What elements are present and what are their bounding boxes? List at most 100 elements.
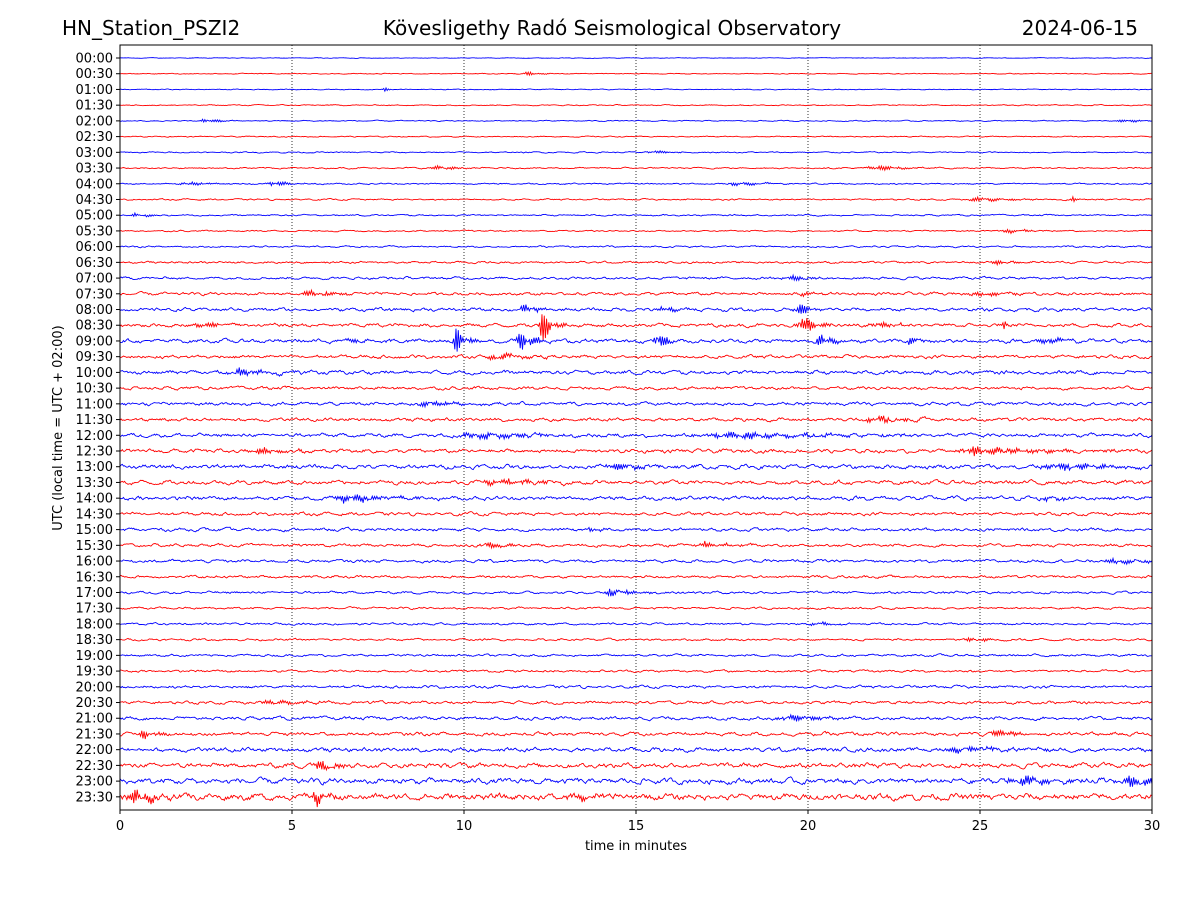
trace-row-0600	[119, 245, 1153, 249]
row-label: 22:00	[76, 743, 113, 758]
row-label: 13:30	[76, 476, 113, 491]
trace-row-0430	[119, 195, 1153, 204]
row-label: 23:30	[76, 790, 113, 805]
trace-row-2200	[119, 745, 1153, 754]
trace-row-2300	[119, 775, 1153, 787]
x-tick-label: 5	[288, 819, 296, 834]
row-label: 20:00	[76, 680, 113, 695]
trace-row-0030	[119, 70, 1153, 77]
row-label: 05:30	[76, 224, 113, 239]
trace-row-1200	[119, 430, 1153, 441]
trace-row-0930	[119, 351, 1153, 362]
row-label: 17:00	[76, 586, 113, 601]
row-label: 02:30	[76, 130, 113, 145]
row-label: 02:00	[76, 114, 113, 129]
row-label: 00:30	[76, 67, 113, 82]
trace-row-0400	[119, 180, 1153, 187]
row-label: 08:00	[76, 303, 113, 318]
trace-row-2130	[119, 728, 1153, 740]
trace-row-1100	[119, 399, 1153, 409]
trace-row-0300	[119, 149, 1153, 154]
trace-row-0200	[119, 118, 1153, 124]
trace-row-0900	[119, 328, 1153, 352]
x-tick-label: 10	[456, 819, 473, 834]
trace-row-1800	[119, 620, 1153, 627]
row-label: 19:30	[76, 665, 113, 680]
row-label: 12:00	[76, 429, 113, 444]
trace-row-2230	[119, 761, 1153, 772]
station-title: HN_Station_PSZI2	[62, 16, 240, 40]
trace-row-1730	[119, 606, 1153, 611]
row-label: 15:30	[76, 539, 113, 554]
trace-row-1330	[119, 477, 1153, 488]
row-label: 12:30	[76, 445, 113, 460]
row-label: 00:00	[76, 52, 113, 67]
row-label: 03:00	[76, 146, 113, 161]
trace-row-2000	[119, 684, 1153, 690]
row-label: 10:30	[76, 382, 113, 397]
row-label: 07:00	[76, 272, 113, 287]
row-label: 14:00	[76, 492, 113, 507]
trace-row-0700	[119, 273, 1153, 282]
row-label: 22:30	[76, 759, 113, 774]
seismic-traces	[119, 57, 1153, 808]
trace-row-1700	[119, 588, 1153, 598]
trace-row-1000	[119, 367, 1153, 377]
trace-row-1530	[119, 540, 1153, 550]
trace-row-0330	[119, 164, 1152, 172]
trace-row-2330	[119, 789, 1153, 808]
row-label: 16:00	[76, 555, 113, 570]
row-label: 21:00	[76, 712, 113, 727]
trace-row-1900	[119, 653, 1153, 658]
row-label: 05:00	[76, 209, 113, 224]
trace-row-2030	[120, 699, 1153, 706]
trace-row-1930	[120, 669, 1153, 674]
trace-row-1030	[119, 385, 1153, 391]
row-label: 06:30	[76, 256, 113, 271]
row-label: 18:30	[76, 633, 113, 648]
observatory-title: Kövesligethy Radó Seismological Observat…	[383, 16, 841, 40]
row-label: 03:30	[76, 162, 113, 177]
x-tick-label: 15	[628, 819, 645, 834]
row-label: 18:00	[76, 617, 113, 632]
x-tick-label: 25	[972, 819, 989, 834]
row-label: 17:30	[76, 602, 113, 617]
row-label: 07:30	[76, 287, 113, 302]
trace-row-0530	[119, 228, 1153, 235]
trace-row-0230	[119, 135, 1153, 138]
row-label: 04:00	[76, 177, 113, 192]
trace-row-0800	[119, 304, 1153, 314]
row-label: 20:30	[76, 696, 113, 711]
row-label: 11:00	[76, 397, 113, 412]
trace-row-1430	[119, 511, 1153, 517]
trace-row-0630	[119, 259, 1153, 267]
x-tick-label: 30	[1144, 819, 1161, 834]
trace-row-1300	[119, 462, 1153, 472]
trace-row-1500	[119, 526, 1153, 533]
trace-row-1600	[119, 556, 1153, 566]
row-label: 04:30	[76, 193, 113, 208]
x-axis-label: time in minutes	[585, 839, 687, 854]
x-tick-label: 20	[800, 819, 817, 834]
trace-row-0100	[119, 86, 1153, 93]
plot-frame	[119, 44, 1153, 811]
trace-row-1630	[119, 574, 1153, 579]
trace-row-0830	[119, 314, 1153, 341]
row-label: 09:30	[76, 350, 113, 365]
row-time-labels: 00:0000:3001:0001:3002:0002:3003:0003:30…	[76, 52, 120, 805]
row-label: 15:00	[76, 523, 113, 538]
row-label: 10:00	[76, 366, 113, 381]
row-label: 21:30	[76, 727, 113, 742]
trace-row-0000	[119, 57, 1153, 59]
x-axis-ticks: 0 5 10 15 20 25 30	[116, 810, 1160, 834]
trace-row-0130	[119, 103, 1153, 107]
trace-row-1130	[119, 414, 1153, 425]
y-axis-label: UTC (local time = UTC + 02:00)	[51, 325, 66, 530]
trace-row-1230	[119, 446, 1153, 457]
row-label: 01:00	[76, 83, 113, 98]
row-label: 14:30	[76, 507, 113, 522]
trace-row-1400	[119, 494, 1153, 504]
trace-row-2100	[119, 713, 1153, 722]
row-label: 13:00	[76, 460, 113, 475]
row-label: 11:30	[76, 413, 113, 428]
